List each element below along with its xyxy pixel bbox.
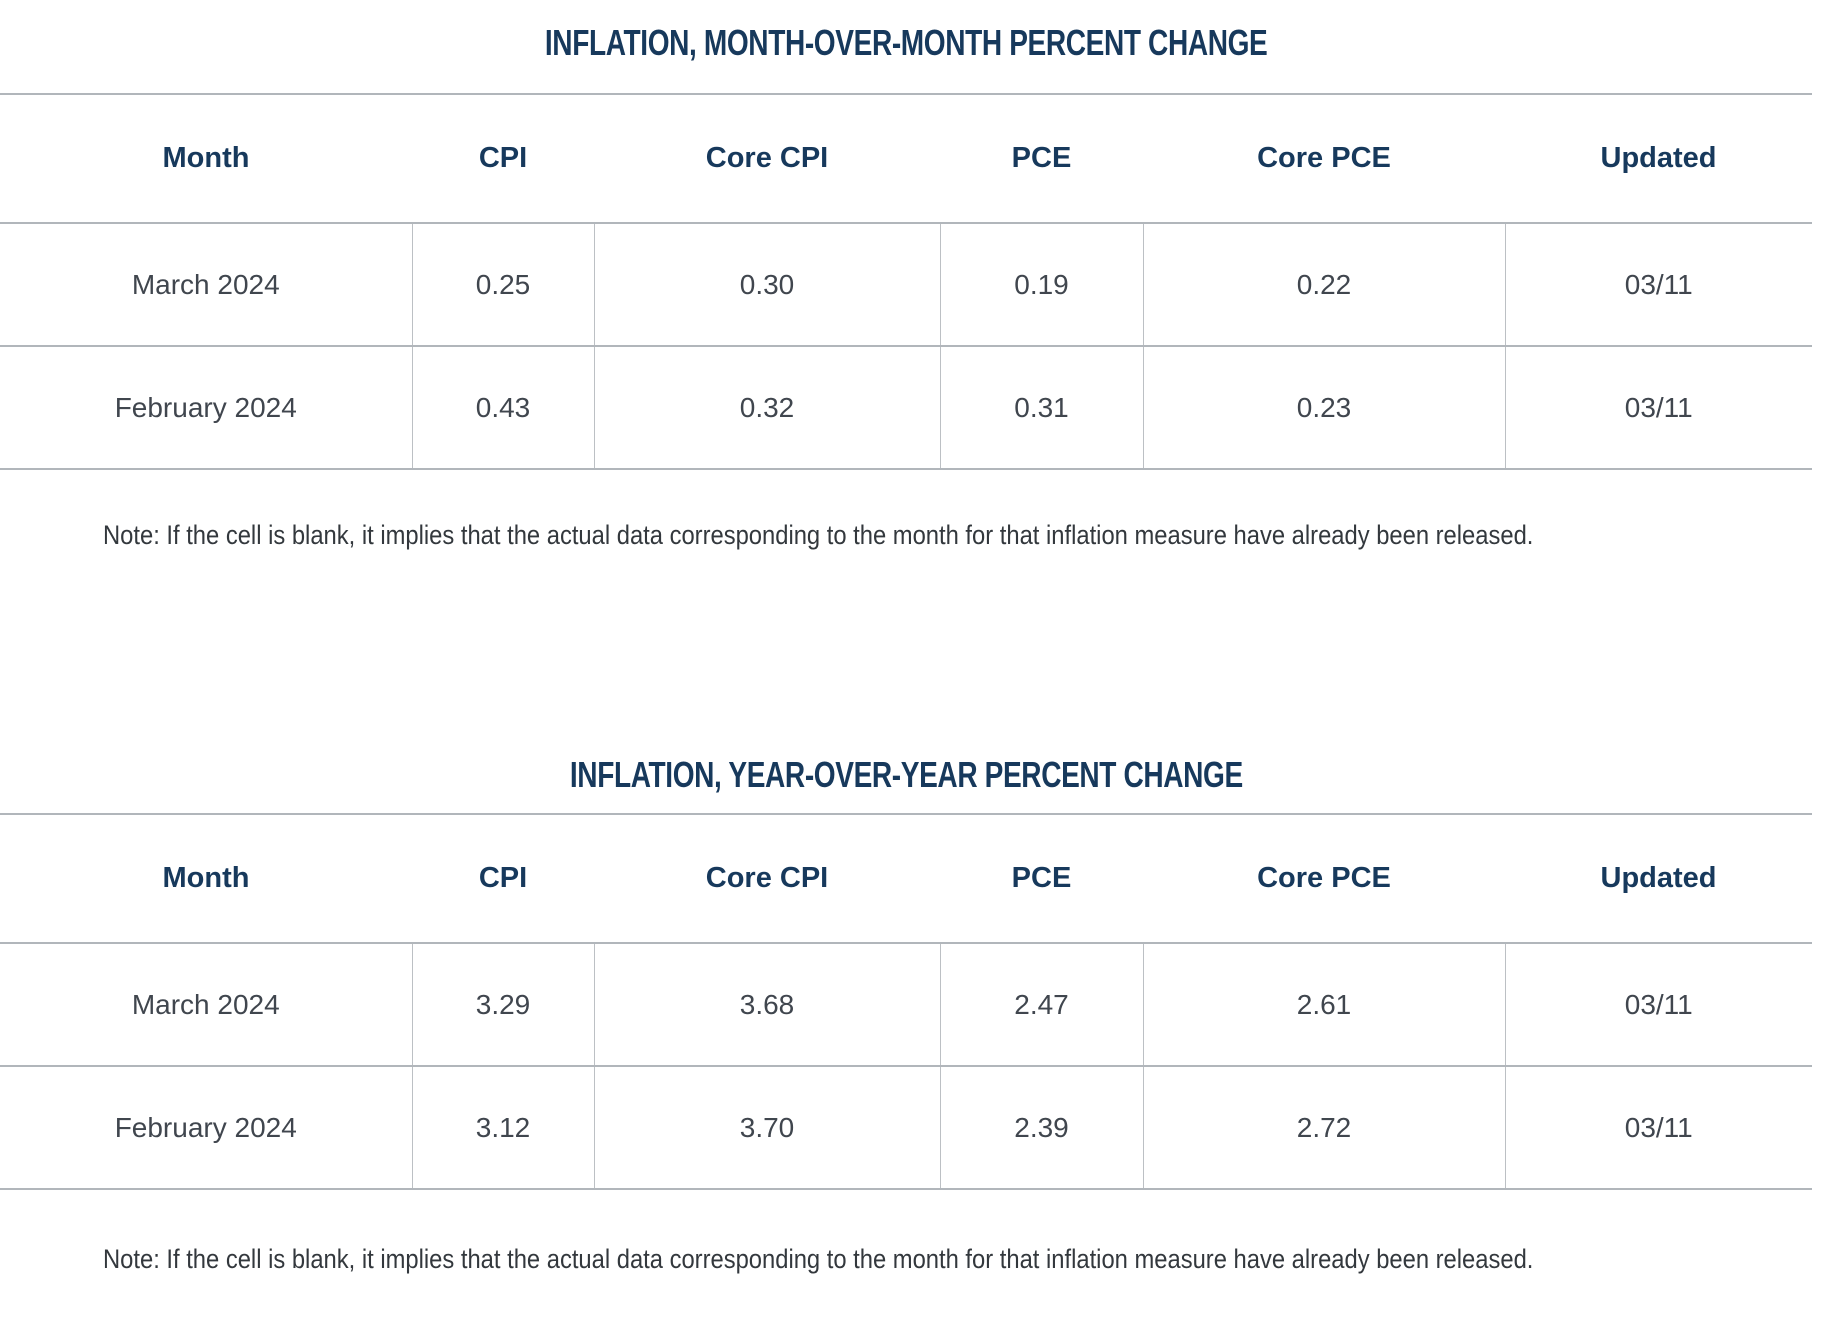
cell-core-pce: 0.23 [1142, 346, 1505, 469]
cell-updated: 03/11 [1504, 223, 1812, 346]
cell-pce: 2.39 [939, 1066, 1143, 1189]
cell-core-cpi: 3.68 [593, 943, 940, 1066]
table-row: March 2024 0.25 0.30 0.19 0.22 03/11 [0, 223, 1812, 346]
cell-pce: 0.19 [939, 223, 1143, 346]
cell-updated: 03/11 [1504, 346, 1812, 469]
yoy-table-title-text: INFLATION, YEAR-OVER-YEAR PERCENT CHANGE [569, 754, 1243, 795]
cell-month: March 2024 [131, 268, 280, 300]
column-header-core-pce: Core PCE [1257, 862, 1391, 894]
cell-cpi: 0.25 [411, 223, 594, 346]
column-header-updated: Updated [1600, 862, 1717, 894]
mom-inflation-section: INFLATION, MONTH-OVER-MONTH PERCENT CHAN… [0, 22, 1842, 552]
table-row: February 2024 3.12 3.70 2.39 2.72 03/11 [0, 1066, 1812, 1189]
table-row: February 2024 0.43 0.32 0.31 0.23 03/11 [0, 346, 1812, 469]
column-header-cpi: CPI [478, 142, 528, 174]
cell-core-cpi: 3.70 [593, 1066, 940, 1189]
cell-month: February 2024 [114, 1111, 297, 1143]
column-header-core-pce: Core PCE [1257, 142, 1391, 174]
yoy-inflation-section: INFLATION, YEAR-OVER-YEAR PERCENT CHANGE… [0, 754, 1842, 1276]
cell-pce: 0.31 [939, 346, 1143, 469]
column-header-month: Month [162, 862, 250, 894]
column-header-pce: PCE [1011, 142, 1072, 174]
cell-updated: 03/11 [1504, 1066, 1812, 1189]
mom-header-row: Month CPI Core CPI PCE Core PCE Updated [0, 94, 1812, 223]
cell-cpi: 3.12 [411, 1066, 594, 1189]
cell-core-pce: 2.61 [1142, 943, 1505, 1066]
column-header-pce: PCE [1011, 862, 1072, 894]
cell-month: February 2024 [114, 391, 297, 423]
cell-pce: 2.47 [939, 943, 1143, 1066]
column-header-core-cpi: Core CPI [705, 142, 829, 174]
yoy-table-title: INFLATION, YEAR-OVER-YEAR PERCENT CHANGE [0, 754, 1812, 796]
mom-table-note: Note: If the cell is blank, it implies t… [0, 518, 1842, 552]
mom-table-title: INFLATION, MONTH-OVER-MONTH PERCENT CHAN… [0, 22, 1812, 64]
yoy-inflation-table: Month CPI Core CPI PCE Core PCE Updated … [0, 813, 1812, 1190]
cell-core-pce: 2.72 [1142, 1066, 1505, 1189]
yoy-table-note: Note: If the cell is blank, it implies t… [0, 1242, 1842, 1276]
column-header-cpi: CPI [478, 862, 528, 894]
mom-table-title-text: INFLATION, MONTH-OVER-MONTH PERCENT CHAN… [544, 22, 1268, 63]
yoy-table-note-text: Note: If the cell is blank, it implies t… [103, 1244, 1534, 1274]
column-header-month: Month [162, 142, 250, 174]
cell-core-cpi: 0.30 [593, 223, 940, 346]
mom-table-note-text: Note: If the cell is blank, it implies t… [103, 520, 1534, 550]
inflation-tables-page: INFLATION, MONTH-OVER-MONTH PERCENT CHAN… [0, 22, 1842, 1322]
cell-month: March 2024 [131, 988, 280, 1020]
cell-updated: 03/11 [1504, 943, 1812, 1066]
cell-cpi: 0.43 [411, 346, 594, 469]
mom-inflation-table: Month CPI Core CPI PCE Core PCE Updated … [0, 93, 1812, 470]
column-header-core-cpi: Core CPI [705, 862, 829, 894]
yoy-header-row: Month CPI Core CPI PCE Core PCE Updated [0, 814, 1812, 943]
table-row: March 2024 3.29 3.68 2.47 2.61 03/11 [0, 943, 1812, 1066]
column-header-updated: Updated [1600, 142, 1717, 174]
cell-core-pce: 0.22 [1142, 223, 1505, 346]
cell-core-cpi: 0.32 [593, 346, 940, 469]
cell-cpi: 3.29 [411, 943, 594, 1066]
